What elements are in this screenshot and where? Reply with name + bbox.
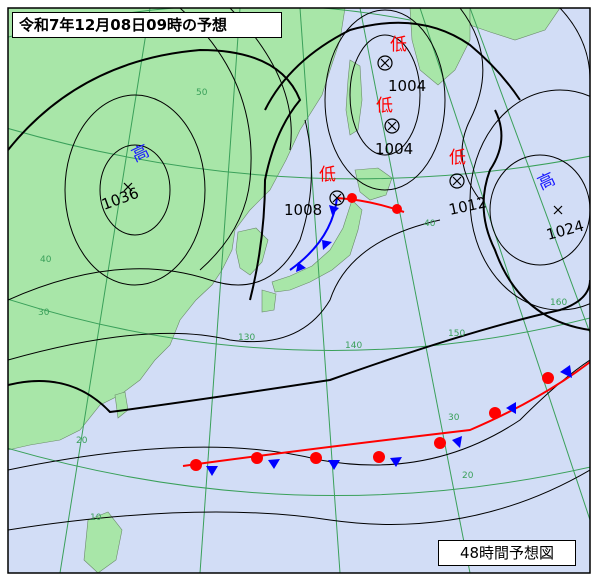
forecast-title: 令和7年12月08日09時の予想 (12, 12, 282, 38)
warm-front-semicircles (190, 372, 554, 471)
latlon-grid (8, 8, 590, 573)
low-center-marker (329, 190, 345, 206)
grid-labels: 50 40 30 20 10 140 150 160 40 30 20 130 (38, 88, 567, 523)
grid-label: 130 (238, 333, 255, 343)
land-hokkaido (354, 167, 393, 201)
cold-front (289, 197, 339, 272)
grid-label: 150 (448, 329, 465, 339)
grid-label: 160 (550, 298, 567, 308)
low-label: 低 (376, 96, 393, 116)
land-kyushu (261, 289, 277, 313)
grid-label: 40 (424, 219, 436, 229)
grid-label: 50 (196, 88, 208, 98)
map-border (7, 7, 591, 574)
land-northeast (469, 8, 561, 41)
grid-label: 140 (345, 341, 362, 351)
low-center-marker (449, 173, 465, 189)
bold-isobars (8, 21, 590, 414)
grid-label: 30 (448, 413, 460, 423)
pressure-value: 1004 (388, 77, 426, 95)
land-asia (8, 8, 346, 451)
land-masses (8, 8, 561, 573)
grid-label: 10 (90, 513, 102, 523)
land-sakhalin (345, 59, 363, 136)
cold-front-triangles (206, 365, 572, 476)
low-center-marker (377, 55, 393, 71)
low-center-marker (384, 118, 400, 134)
high-center-marker (553, 205, 563, 215)
low-label: 低 (390, 35, 407, 55)
land-philippines (83, 511, 123, 573)
stationary-front (182, 361, 590, 476)
pressure-value: 1004 (375, 140, 413, 158)
center-markers (123, 55, 563, 215)
grid-label: 20 (462, 471, 474, 481)
grid-label: 30 (38, 308, 50, 318)
grid-label: 20 (76, 436, 88, 446)
high-center-marker (123, 182, 133, 192)
isobars (8, 8, 590, 531)
low-label: 低 (319, 165, 336, 185)
high-label: 高 (535, 169, 559, 194)
pressure-value: 1008 (284, 201, 322, 219)
grid-label: 40 (40, 255, 52, 265)
forecast-caption: 48時間予想図 (438, 540, 576, 566)
land-honshu (271, 199, 363, 293)
warm-front (336, 193, 405, 214)
high-label: 高 (129, 141, 153, 166)
low-label: 低 (449, 148, 466, 168)
